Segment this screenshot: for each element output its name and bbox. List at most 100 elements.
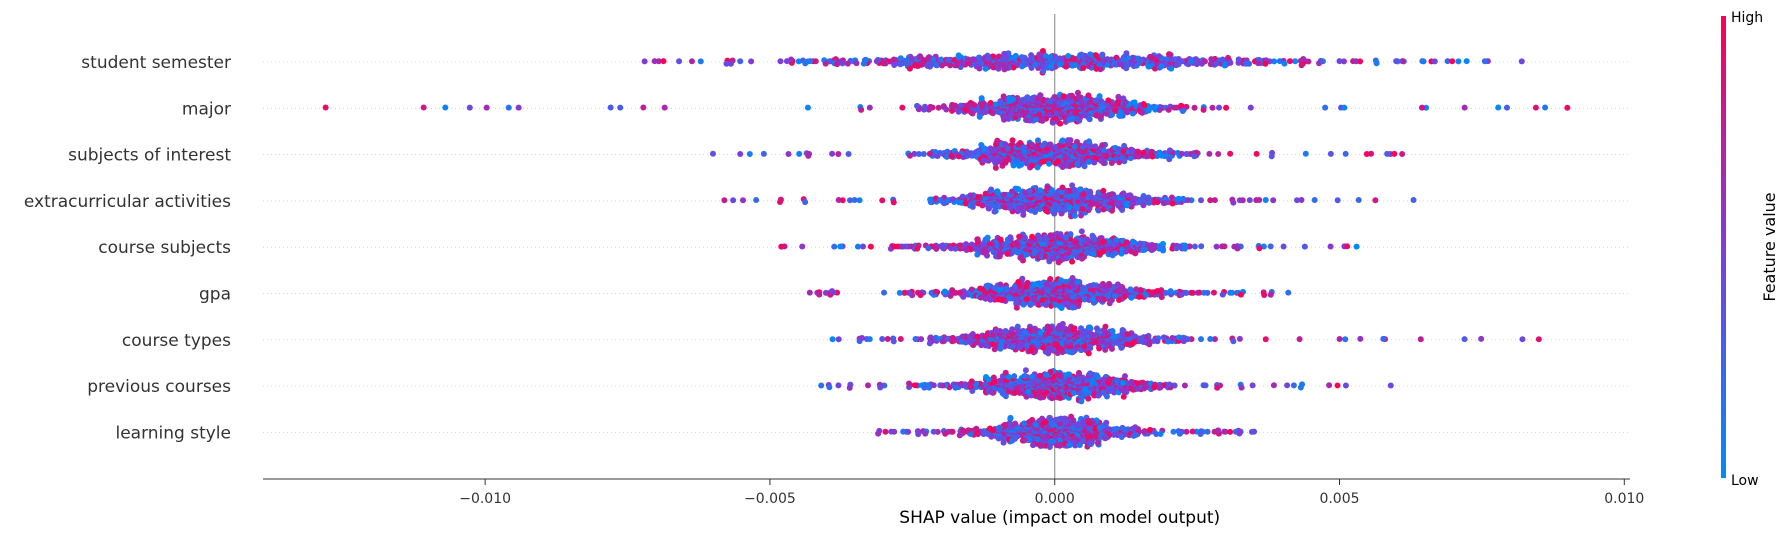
shap-point [1165, 106, 1172, 113]
shap-point [1463, 58, 1470, 65]
shap-point [1564, 104, 1571, 111]
shap-point [902, 289, 909, 296]
shap-point [989, 110, 996, 117]
shap-point [1410, 197, 1417, 204]
shap-point [997, 98, 1004, 105]
shap-point [1085, 237, 1092, 244]
shap-point [1143, 292, 1150, 299]
shap-point [1051, 281, 1058, 288]
shap-point [971, 102, 978, 109]
shap-point [1206, 150, 1213, 157]
shap-point [999, 296, 1006, 303]
shap-point [969, 203, 976, 210]
shap-point [1046, 141, 1053, 148]
shap-point [1481, 58, 1488, 65]
shap-point [914, 102, 921, 109]
shap-point [1208, 56, 1215, 63]
shap-point [748, 58, 755, 65]
shap-point [1103, 153, 1110, 160]
shap-point [829, 288, 836, 295]
shap-point [1092, 97, 1099, 104]
shap-point [1532, 104, 1539, 111]
shap-point [944, 148, 951, 155]
shap-point [908, 55, 915, 62]
shap-point [1074, 278, 1081, 285]
shap-point [996, 253, 1003, 260]
shap-point [1114, 281, 1121, 288]
shap-point [948, 153, 955, 160]
shap-point [1247, 104, 1254, 111]
shap-point [1146, 199, 1153, 206]
shap-point [991, 346, 998, 353]
shap-point [1105, 293, 1112, 300]
shap-point [1043, 281, 1050, 288]
shap-point [1071, 56, 1078, 63]
shap-point [1016, 328, 1023, 335]
shap-point [1074, 89, 1081, 96]
shap-point [1079, 284, 1086, 291]
shap-point [939, 242, 946, 249]
shap-point [1087, 188, 1094, 195]
shap-point [1119, 154, 1126, 161]
shap-point [1280, 243, 1287, 250]
shap-point [1253, 150, 1260, 157]
shap-point [1023, 296, 1030, 303]
shap-point [967, 192, 974, 199]
shap-point [969, 110, 976, 117]
shap-point [1039, 142, 1046, 149]
shap-point [999, 55, 1006, 62]
shap-point [1255, 60, 1262, 67]
shap-point [1018, 54, 1025, 61]
shap-point [1036, 236, 1043, 243]
shap-point [1455, 58, 1462, 65]
shap-point [1368, 150, 1375, 157]
shap-point [1119, 327, 1126, 334]
shap-point [1207, 336, 1214, 343]
shap-point [1071, 250, 1078, 257]
shap-point [974, 106, 981, 113]
shap-point [1047, 276, 1054, 283]
shap-point [955, 153, 962, 160]
shap-point [1092, 52, 1099, 59]
shap-point [1035, 205, 1042, 212]
shap-point [881, 289, 888, 296]
shap-point [1256, 197, 1263, 204]
shap-point [932, 149, 939, 156]
shap-point [844, 60, 851, 67]
shap-point [1210, 289, 1217, 296]
shap-point [1092, 195, 1099, 202]
shap-point [926, 54, 933, 61]
shap-point [935, 104, 942, 111]
shap-point [974, 333, 981, 340]
shap-point [925, 245, 932, 252]
shap-point [1116, 61, 1123, 68]
shap-point [1093, 65, 1100, 72]
shap-point [975, 147, 982, 154]
shap-point [1115, 296, 1122, 303]
shap-point [1039, 296, 1046, 303]
shap-point [1133, 286, 1140, 293]
shap-point [1305, 58, 1312, 65]
shap-point [880, 60, 887, 67]
shap-point [829, 150, 836, 157]
shap-point [1341, 104, 1348, 111]
shap-point [1089, 331, 1096, 338]
shap-point [1168, 65, 1175, 72]
shap-point [1393, 58, 1400, 65]
shap-point [1173, 245, 1180, 252]
shap-point [1108, 160, 1115, 167]
shap-point [1021, 110, 1028, 117]
shap-point [1106, 300, 1113, 307]
shap-point [515, 104, 522, 111]
shap-point [1342, 150, 1349, 157]
shap-point [1059, 137, 1066, 144]
shap-point [1322, 104, 1329, 111]
shap-point [1003, 65, 1010, 72]
shap-point [1039, 117, 1046, 124]
shap-point [989, 201, 996, 208]
shap-point [1001, 50, 1008, 57]
shap-point [947, 62, 954, 69]
shap-point [1373, 60, 1380, 67]
shap-point [1301, 243, 1308, 250]
shap-point [991, 156, 998, 163]
